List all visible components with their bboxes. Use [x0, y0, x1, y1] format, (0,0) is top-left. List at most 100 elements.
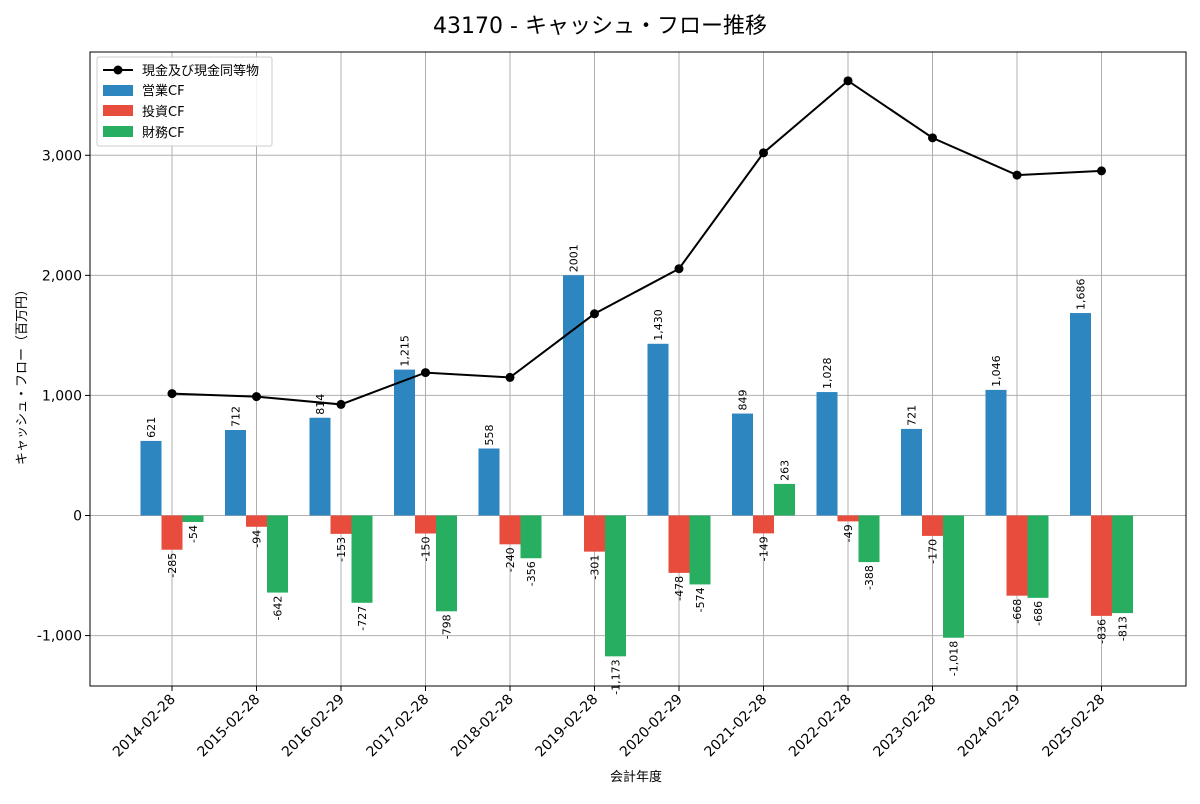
cash-equivalents-point	[759, 148, 768, 158]
x-category-label: 2019-02-28	[532, 692, 601, 761]
y-tick-label: -1,000	[37, 629, 82, 645]
financing-cf-data-label: -388	[863, 565, 876, 590]
investing-cf-data-label: -149	[758, 536, 771, 561]
x-category-label: 2015-02-28	[194, 692, 263, 761]
cash-equivalents-line	[171, 79, 1102, 406]
financing-cf-bar	[858, 515, 880, 563]
operating-cf-bar	[985, 389, 1007, 516]
legend-label-operating: 営業CF	[142, 83, 185, 99]
operating-cf-data-label: 712	[230, 406, 243, 427]
investing-cf-bar	[246, 515, 267, 527]
investing-cf-data-label: -94	[251, 530, 264, 548]
x-category-label: 2023-02-28	[870, 692, 939, 761]
legend-swatch-financing	[103, 126, 133, 137]
operating-cf-bar	[816, 392, 838, 516]
investing-cf-bar	[1006, 515, 1028, 596]
investing-cf-data-label: -301	[589, 555, 602, 580]
plot-frame	[89, 51, 1187, 687]
operating-cf-bar	[478, 448, 500, 516]
operating-cf-bar	[732, 413, 753, 516]
investing-cf-bar	[668, 515, 690, 573]
legend-label-cash: 現金及び現金同等物	[142, 63, 259, 79]
legend: 現金及び現金同等物 営業CF 投資CF 財務CF	[96, 56, 273, 147]
operating-cf-bar	[647, 343, 669, 516]
investing-cf-data-label: -478	[673, 576, 686, 601]
financing-cf-data-label: -813	[1117, 616, 1130, 641]
x-category-label: 2016-02-29	[279, 692, 348, 761]
grid-layer	[90, 52, 1186, 686]
x-axis-label: 会計年度	[610, 769, 662, 785]
financing-cf-bar	[1112, 515, 1133, 614]
investing-cf-data-label: -836	[1096, 619, 1109, 644]
operating-cf-bar	[394, 369, 415, 516]
financing-cf-data-label: -574	[694, 587, 707, 612]
financing-cf-data-label: -54	[187, 525, 200, 543]
operating-cf-bar	[1070, 313, 1091, 516]
cash-equivalents-point	[336, 399, 346, 409]
financing-cf-bar	[689, 515, 711, 585]
y-axis-label: キャッシュ・フロー（百万円）	[15, 283, 30, 465]
y-tick-label: 2,000	[42, 268, 82, 284]
investing-cf-data-label: -668	[1011, 599, 1024, 624]
x-category-label: 2020-02-29	[617, 692, 686, 761]
financing-cf-data-label: -1,173	[610, 659, 623, 694]
operating-cf-data-label: 558	[483, 424, 496, 445]
cash-equivalents-point	[843, 76, 853, 86]
cash-equivalents-point	[505, 372, 515, 382]
chart-title: 43170 - キャッシュ・フロー推移	[433, 14, 767, 39]
financing-cf-data-label: -798	[441, 614, 454, 639]
line-layer	[167, 76, 1106, 409]
cash-equivalents-point	[590, 309, 599, 319]
y-tick-label: 3,000	[42, 148, 82, 164]
y-tick-label: 0	[73, 508, 82, 524]
x-category-label: 2025-02-28	[1039, 692, 1108, 761]
financing-cf-data-label: 263	[779, 460, 792, 481]
financing-cf-bar	[520, 515, 542, 559]
x-category-label: 2022-02-28	[786, 692, 855, 761]
legend-swatch-operating	[103, 85, 133, 96]
operating-cf-bar	[225, 429, 246, 516]
bar-layer	[140, 275, 1133, 657]
financing-cf-bar	[436, 515, 457, 612]
cash-equivalents-point	[928, 133, 937, 143]
investing-cf-bar	[330, 515, 352, 534]
financing-cf-data-label: -356	[525, 561, 538, 586]
financing-cf-data-label: -727	[356, 606, 369, 631]
operating-cf-data-label: 621	[145, 417, 158, 438]
operating-cf-data-label: 849	[737, 390, 750, 411]
financing-cf-bar	[774, 483, 795, 516]
financing-cf-bar	[351, 515, 373, 603]
operating-cf-data-label: 1,046	[990, 355, 1003, 387]
legend-swatch-investing	[103, 105, 133, 116]
y-tick-label: 1,000	[42, 388, 82, 404]
operating-cf-bar	[563, 275, 584, 516]
legend-box	[96, 56, 273, 147]
cash-equivalents-point	[1012, 170, 1022, 180]
investing-cf-bar	[837, 515, 859, 522]
investing-cf-bar	[499, 515, 521, 545]
operating-cf-data-label: 2001	[568, 244, 581, 272]
x-category-label: 2014-02-28	[110, 692, 179, 761]
investing-cf-bar	[415, 515, 436, 534]
legend-label-financing: 財務CF	[142, 126, 185, 141]
investing-cf-bar	[1091, 515, 1112, 616]
cash-equivalents-point	[252, 392, 261, 402]
x-category-label: 2021-02-28	[701, 692, 770, 761]
operating-cf-data-label: 814	[314, 394, 327, 415]
financing-cf-bar	[943, 515, 964, 638]
operating-cf-data-label: 1,215	[399, 335, 412, 367]
investing-cf-bar	[161, 515, 183, 550]
operating-cf-data-label: 1,028	[821, 358, 834, 390]
cash-equivalents-point	[421, 368, 430, 378]
operating-cf-data-label: 1,430	[652, 309, 665, 341]
operating-cf-data-label: 1,686	[1075, 279, 1088, 311]
investing-cf-data-label: -49	[842, 524, 855, 542]
operating-cf-bar	[309, 417, 331, 516]
investing-cf-data-label: -153	[335, 537, 348, 562]
investing-cf-bar	[922, 515, 943, 536]
x-category-label: 2017-02-28	[363, 692, 432, 761]
cash-equivalents-point	[674, 264, 684, 274]
legend-line-marker	[113, 65, 123, 75]
cash-equivalents-point	[167, 389, 177, 399]
